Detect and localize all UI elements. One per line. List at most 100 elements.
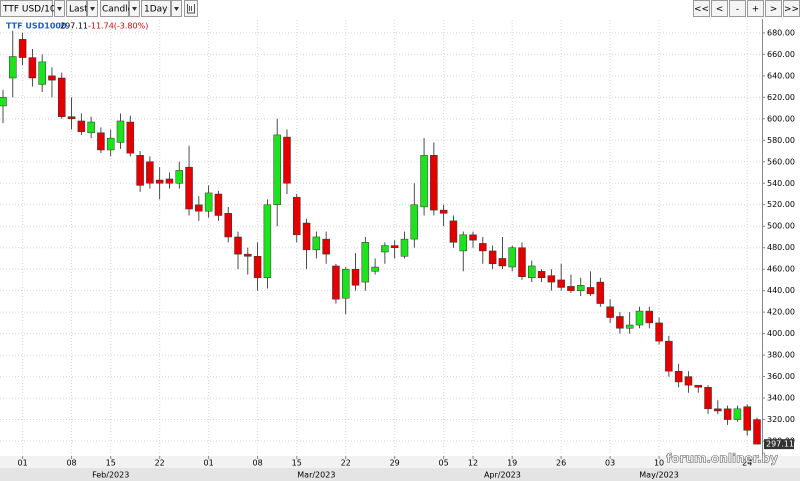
candle-body — [155, 179, 164, 184]
candle-body — [400, 238, 409, 257]
candle-body — [498, 258, 507, 267]
candle-body — [126, 121, 135, 154]
candle-body — [743, 406, 751, 431]
nav-button[interactable] — [747, 0, 764, 17]
x-tick-label: 15 — [106, 459, 116, 468]
candle-body — [302, 222, 311, 251]
field-select[interactable]: Last — [69, 5, 88, 15]
x-tick-label: 01 — [17, 459, 27, 468]
y-tick-label: 600.00 — [767, 114, 795, 123]
candle-body — [351, 268, 360, 286]
candle-body — [537, 271, 546, 279]
candle-body — [204, 192, 213, 212]
symbol-box[interactable] — [0, 0, 53, 17]
candle-body — [67, 116, 76, 120]
nav-button[interactable] — [693, 0, 710, 17]
candle-body — [58, 77, 66, 117]
y-tick-label: 360.00 — [767, 372, 795, 381]
candle-body — [674, 370, 683, 383]
month-label: Feb/2023 — [92, 471, 129, 480]
candle-body — [430, 155, 438, 211]
nav-button-label[interactable]: << — [694, 5, 709, 15]
y-tick-label: 380.00 — [767, 351, 795, 360]
y-tick-label: 640.00 — [767, 71, 795, 80]
y-tick-label: 620.00 — [767, 93, 795, 102]
nav-button-label[interactable]: - — [736, 5, 739, 15]
style-select[interactable]: Candle — [102, 5, 134, 15]
x-tick-label: 19 — [507, 459, 517, 468]
candle-body — [106, 137, 115, 151]
month-label: May/2023 — [639, 471, 679, 480]
nav-button-label[interactable]: >> — [784, 5, 799, 15]
x-tick-label: 15 — [292, 459, 302, 468]
candle-body — [234, 236, 242, 255]
candle-body — [459, 234, 467, 252]
candle-body — [293, 196, 301, 236]
nav-button[interactable] — [765, 0, 782, 17]
y-tick-label: 440.00 — [767, 286, 795, 295]
candle-body — [116, 120, 125, 143]
symbol-label: TTF USD1000 — [6, 22, 67, 31]
x-tick-label: 22 — [155, 459, 165, 468]
toolbar: TTF USD/100 Last Candle 1Day << < - + > >> — [0, 0, 800, 17]
y-tick-label: 480.00 — [767, 243, 795, 252]
candle-body — [283, 136, 291, 184]
period-select[interactable]: 1Day — [144, 5, 168, 15]
candle-body — [596, 281, 605, 304]
candle-body — [576, 285, 585, 291]
candle-body — [625, 324, 634, 329]
nav-buttons: << < - + > >> — [693, 0, 800, 17]
candle-body — [753, 419, 761, 445]
candle-body — [508, 247, 516, 268]
candle-body — [175, 170, 184, 184]
x-tick-label: 24 — [742, 459, 752, 468]
period-box[interactable] — [141, 0, 171, 17]
price-change: -11.74(-3.80%) — [88, 22, 148, 31]
month-axis — [0, 468, 800, 481]
candle-body — [449, 220, 458, 243]
candle-body — [136, 155, 144, 186]
symbol-select[interactable]: TTF USD/100 — [2, 5, 62, 15]
candle-body — [390, 245, 399, 248]
y-tick-label: 660.00 — [767, 50, 795, 59]
nav-button-label[interactable]: > — [770, 5, 778, 15]
candle-body — [733, 408, 742, 420]
x-tick-label: 03 — [605, 459, 615, 468]
candle-body — [635, 310, 644, 326]
candle-body — [48, 75, 56, 81]
candle-body — [420, 155, 428, 208]
candle-body — [645, 310, 654, 324]
nav-button[interactable] — [729, 0, 746, 17]
candles — [0, 30, 761, 445]
y-tick-label: 400.00 — [767, 329, 795, 338]
candle-body — [77, 120, 86, 132]
candle-body — [361, 242, 370, 283]
x-tick-label: 22 — [341, 459, 351, 468]
candle-body — [195, 204, 203, 212]
date-axis — [0, 456, 800, 468]
candle-body — [165, 178, 174, 184]
candle-body — [322, 238, 330, 255]
settings-icon — [187, 4, 195, 14]
candle-body — [97, 132, 105, 151]
y-tick-label: 460.00 — [767, 265, 795, 274]
y-tick-label: 560.00 — [767, 157, 795, 166]
y-tick-label: 340.00 — [767, 394, 795, 403]
candle-body — [214, 193, 223, 216]
candle-body — [0, 97, 7, 107]
candle-body — [332, 265, 340, 300]
candle-body — [253, 256, 262, 279]
candle-body — [28, 57, 37, 79]
nav-button-label[interactable]: + — [752, 5, 760, 15]
last-price-box — [764, 439, 794, 450]
field-box[interactable] — [66, 0, 87, 17]
candle-body — [694, 384, 702, 388]
arrow-icon — [57, 7, 62, 11]
candle-body — [185, 166, 193, 210]
style-box[interactable] — [100, 0, 129, 17]
candle-body — [547, 275, 556, 283]
nav-button[interactable] — [711, 0, 728, 17]
last-price: 297.11 — [60, 22, 88, 31]
nav-button-label[interactable]: < — [716, 5, 724, 15]
